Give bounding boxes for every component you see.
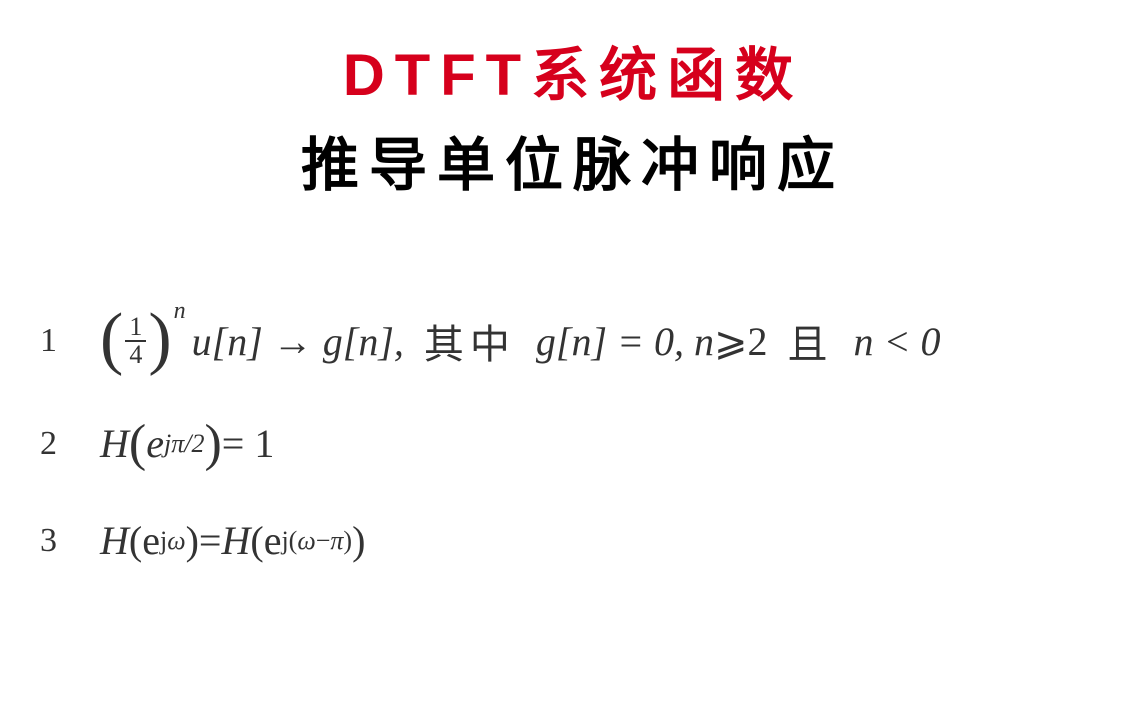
title-block: DTFT系统函数 推导单位脉冲响应 xyxy=(0,0,1146,202)
item-index: 3 xyxy=(40,522,100,560)
title-black: 推导单位脉冲响应 xyxy=(0,118,1146,202)
item-1: 1 ( 1 4 ) n u[n] → g[n], 其中 g[n] = 0, n … xyxy=(40,312,1146,370)
item-index: 2 xyxy=(40,425,100,463)
item-2: 2 H ( ejπ/2 ) = 1 xyxy=(40,414,1146,473)
item-expression: H (ejω) = H (ej(ω−π)) xyxy=(100,517,365,564)
title-red: DTFT系统函数 xyxy=(0,28,1146,112)
page: DTFT系统函数 推导单位脉冲响应 1 ( 1 4 ) n u[n] → g[n… xyxy=(0,0,1146,716)
items-list: 1 ( 1 4 ) n u[n] → g[n], 其中 g[n] = 0, n … xyxy=(40,312,1146,564)
item-index: 1 xyxy=(40,322,100,360)
fraction: 1 4 xyxy=(125,314,146,368)
item-3: 3 H (ejω) = H (ej(ω−π)) xyxy=(40,517,1146,564)
item-expression: ( 1 4 ) n u[n] → g[n], 其中 g[n] = 0, n ⩾ … xyxy=(100,312,941,370)
item-expression: H ( ejπ/2 ) = 1 xyxy=(100,414,274,473)
